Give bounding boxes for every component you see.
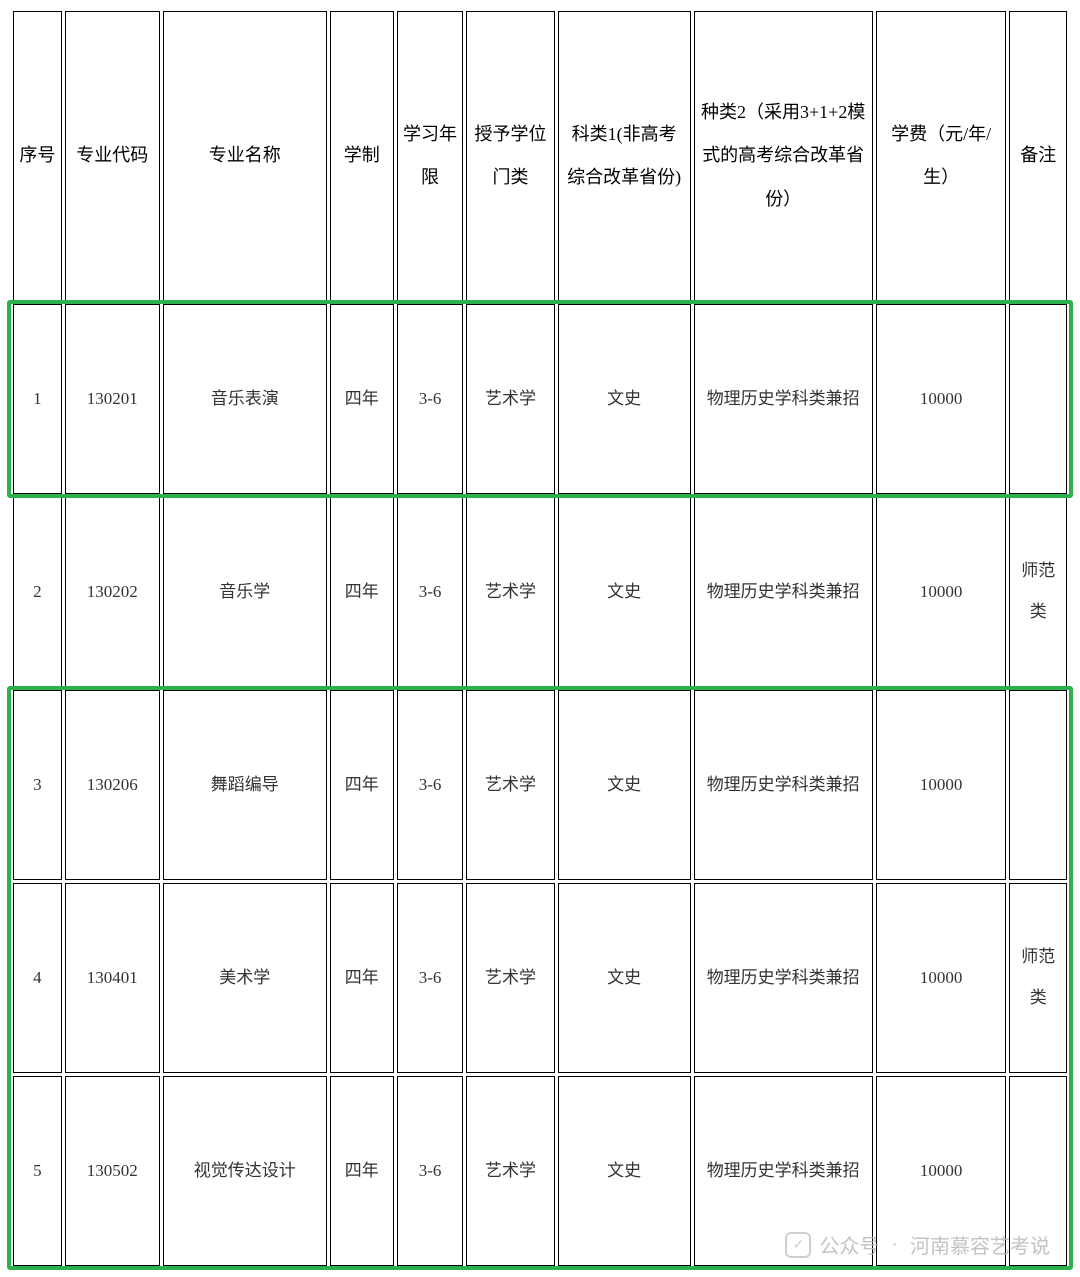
col-header-cat2: 种类2（采用3+1+2模式的高考综合改革省份） <box>694 11 873 301</box>
cell-cat2: 物理历史学科类兼招 <box>694 883 873 1073</box>
cell-system: 四年 <box>330 497 394 687</box>
cell-fee: 10000 <box>876 690 1007 880</box>
cell-years: 3-6 <box>397 690 463 880</box>
cell-cat1: 文史 <box>558 690 691 880</box>
table-header-row: 序号 专业代码 专业名称 学制 学习年限 授予学位门类 科类1(非高考综合改革省… <box>13 11 1067 301</box>
cell-name: 音乐表演 <box>163 304 327 494</box>
cell-years: 3-6 <box>397 883 463 1073</box>
cell-fee: 10000 <box>876 304 1007 494</box>
table-row: 3130206舞蹈编导四年3-6艺术学文史物理历史学科类兼招10000 <box>13 690 1067 880</box>
cell-code: 130401 <box>65 883 160 1073</box>
program-table-container: 序号 专业代码 专业名称 学制 学习年限 授予学位门类 科类1(非高考综合改革省… <box>0 0 1080 1277</box>
col-header-name: 专业名称 <box>163 11 327 301</box>
cell-note: 师范类 <box>1009 497 1067 687</box>
cell-seq: 3 <box>13 690 62 880</box>
watermark: ✓ 公众号 · 河南慕容艺考说 <box>785 1230 1050 1259</box>
program-table: 序号 专业代码 专业名称 学制 学习年限 授予学位门类 科类1(非高考综合改革省… <box>10 8 1070 1269</box>
col-header-note: 备注 <box>1009 11 1067 301</box>
cell-years: 3-6 <box>397 304 463 494</box>
cell-degree: 艺术学 <box>466 1076 555 1266</box>
cell-years: 3-6 <box>397 497 463 687</box>
cell-system: 四年 <box>330 883 394 1073</box>
cell-degree: 艺术学 <box>466 690 555 880</box>
cell-name: 舞蹈编导 <box>163 690 327 880</box>
cell-name: 视觉传达设计 <box>163 1076 327 1266</box>
cell-degree: 艺术学 <box>466 304 555 494</box>
cell-system: 四年 <box>330 690 394 880</box>
cell-fee: 10000 <box>876 497 1007 687</box>
col-header-fee: 学费（元/年/生） <box>876 11 1007 301</box>
watermark-prefix: 公众号 <box>819 1230 879 1259</box>
cell-code: 130206 <box>65 690 160 880</box>
col-header-years: 学习年限 <box>397 11 463 301</box>
table-row: 2130202音乐学四年3-6艺术学文史物理历史学科类兼招10000师范类 <box>13 497 1067 687</box>
cell-years: 3-6 <box>397 1076 463 1266</box>
cell-seq: 4 <box>13 883 62 1073</box>
cell-system: 四年 <box>330 1076 394 1266</box>
cell-system: 四年 <box>330 304 394 494</box>
cell-cat1: 文史 <box>558 1076 691 1266</box>
cell-note <box>1009 690 1067 880</box>
cell-seq: 2 <box>13 497 62 687</box>
cell-code: 130502 <box>65 1076 160 1266</box>
cell-cat1: 文史 <box>558 304 691 494</box>
cell-cat1: 文史 <box>558 883 691 1073</box>
col-header-seq: 序号 <box>13 11 62 301</box>
cell-note: 师范类 <box>1009 883 1067 1073</box>
cell-code: 130202 <box>65 497 160 687</box>
col-header-system: 学制 <box>330 11 394 301</box>
watermark-name: 河南慕容艺考说 <box>910 1230 1050 1259</box>
cell-seq: 5 <box>13 1076 62 1266</box>
check-icon: ✓ <box>785 1232 811 1258</box>
table-row: 4130401美术学四年3-6艺术学文史物理历史学科类兼招10000师范类 <box>13 883 1067 1073</box>
cell-cat1: 文史 <box>558 497 691 687</box>
cell-fee: 10000 <box>876 883 1007 1073</box>
cell-cat2: 物理历史学科类兼招 <box>694 690 873 880</box>
cell-name: 音乐学 <box>163 497 327 687</box>
cell-note <box>1009 304 1067 494</box>
table-row: 1130201音乐表演四年3-6艺术学文史物理历史学科类兼招10000 <box>13 304 1067 494</box>
col-header-code: 专业代码 <box>65 11 160 301</box>
cell-degree: 艺术学 <box>466 883 555 1073</box>
watermark-separator: · <box>891 1233 898 1256</box>
cell-cat2: 物理历史学科类兼招 <box>694 304 873 494</box>
cell-name: 美术学 <box>163 883 327 1073</box>
cell-seq: 1 <box>13 304 62 494</box>
col-header-cat1: 科类1(非高考综合改革省份) <box>558 11 691 301</box>
col-header-degree: 授予学位门类 <box>466 11 555 301</box>
cell-code: 130201 <box>65 304 160 494</box>
cell-degree: 艺术学 <box>466 497 555 687</box>
cell-cat2: 物理历史学科类兼招 <box>694 497 873 687</box>
